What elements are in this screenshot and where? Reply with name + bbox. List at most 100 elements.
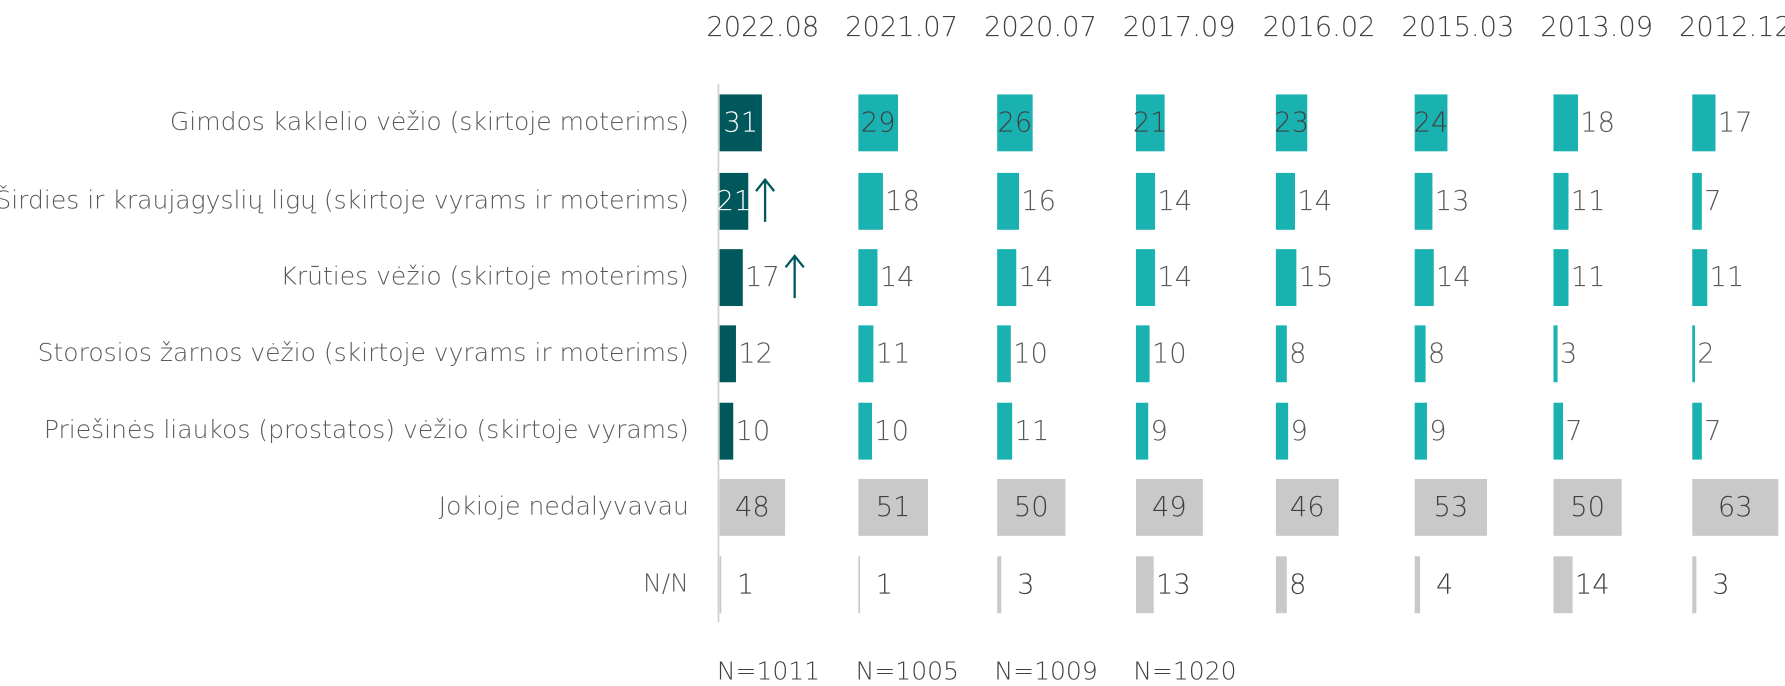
data-label: 11	[876, 338, 911, 369]
bar	[1414, 478, 1488, 536]
bar	[997, 249, 1017, 307]
data-label: 10	[1013, 338, 1048, 369]
bar	[997, 556, 1002, 614]
bar	[1135, 556, 1154, 614]
series-header: 2013.09	[1540, 12, 1653, 43]
bar	[1553, 325, 1558, 383]
increase-arrow	[755, 177, 776, 222]
bar	[1692, 402, 1702, 460]
data-label: 7	[1565, 416, 1582, 447]
data-label: 11	[1710, 262, 1745, 293]
data-label: 1	[737, 569, 754, 600]
data-label: 3	[1560, 338, 1577, 369]
data-label: 14	[1575, 569, 1610, 600]
sample-size: N=1011	[717, 656, 820, 685]
data-label: 9	[1290, 416, 1307, 447]
bar	[858, 478, 928, 536]
bar	[1553, 94, 1579, 152]
bar	[1135, 94, 1165, 152]
data-label: 11	[1571, 262, 1606, 293]
series-header: 2022.08	[706, 12, 819, 43]
bar	[1692, 478, 1779, 536]
bar	[1275, 556, 1287, 614]
data-label: 24	[1414, 108, 1449, 139]
data-label: 8	[1289, 338, 1306, 369]
category-label: Širdies ir kraujagyslių ligų (skirtoje v…	[0, 184, 689, 214]
data-label: 10	[874, 416, 909, 447]
data-label: 14	[1297, 186, 1332, 217]
bar	[1553, 402, 1564, 460]
bar	[719, 325, 736, 383]
data-label: 16	[1021, 186, 1056, 217]
data-label: 11	[1014, 416, 1049, 447]
data-label: 14	[880, 262, 915, 293]
bar	[1135, 325, 1150, 383]
data-label: 31	[723, 108, 758, 139]
bar	[719, 94, 762, 152]
bar	[1692, 94, 1716, 152]
data-label: 4	[1436, 569, 1453, 600]
increase-arrow	[784, 254, 805, 299]
data-label: 63	[1718, 492, 1753, 523]
sample-size: N=1009	[994, 656, 1097, 685]
bar	[1275, 94, 1308, 152]
data-label: 7	[1704, 416, 1721, 447]
bar	[719, 249, 743, 307]
data-label: 10	[1152, 338, 1187, 369]
data-label: 3	[1712, 569, 1729, 600]
data-label: 53	[1433, 492, 1468, 523]
bar	[1275, 249, 1297, 307]
data-label: 14	[1157, 186, 1192, 217]
bar	[1414, 172, 1433, 230]
bar	[1692, 172, 1702, 230]
data-label: 46	[1290, 492, 1325, 523]
bar	[1414, 556, 1421, 614]
category-label: Jokioje nedalyvavau	[439, 491, 689, 520]
data-label: 15	[1299, 262, 1334, 293]
series-header: 2016.02	[1263, 12, 1376, 43]
category-label: Krūties vėžio (skirtoje moterims)	[280, 262, 688, 291]
data-label: 12	[738, 338, 773, 369]
bar	[1275, 478, 1339, 536]
data-label: 23	[1274, 108, 1309, 139]
data-label: 49	[1152, 492, 1187, 523]
data-label: 48	[735, 492, 770, 523]
data-label: 9	[1151, 416, 1168, 447]
series-header: 2021.07	[845, 12, 958, 43]
bar	[1692, 325, 1695, 383]
bar	[858, 249, 878, 307]
data-label: 13	[1156, 569, 1191, 600]
bar	[1414, 325, 1426, 383]
data-label: 11	[1571, 186, 1606, 217]
series-header: 2012.12	[1679, 12, 1785, 43]
data-label: 8	[1289, 569, 1306, 600]
bar	[1553, 249, 1569, 307]
data-label: 2	[1697, 338, 1714, 369]
sample-size: N=1005	[856, 656, 959, 685]
bar	[1553, 478, 1622, 536]
bar	[719, 478, 786, 536]
series-header: 2017.09	[1123, 12, 1236, 43]
bar	[1275, 172, 1295, 230]
category-label: Storosios žarnos vėžio (skirtoje vyrams …	[38, 338, 689, 367]
bar	[1275, 402, 1289, 460]
data-label: 50	[1570, 492, 1605, 523]
bar	[719, 172, 749, 230]
data-label: 18	[885, 186, 920, 217]
data-label: 14	[1436, 262, 1471, 293]
data-label: 50	[1014, 492, 1049, 523]
bar	[997, 325, 1011, 383]
category-label: Gimdos kaklelio vėžio (skirtoje moterims…	[170, 107, 689, 136]
series-header: 2020.07	[984, 12, 1097, 43]
bar	[858, 172, 883, 230]
data-label: 26	[998, 108, 1033, 139]
category-label: Priešinės liaukos (prostatos) vėžio (ski…	[44, 415, 689, 444]
data-label: 18	[1580, 108, 1615, 139]
bar	[1553, 556, 1573, 614]
data-label: 17	[1718, 108, 1753, 139]
data-label: 17	[745, 262, 780, 293]
bar	[1135, 402, 1149, 460]
data-label: 1	[876, 569, 893, 600]
bar	[1692, 249, 1708, 307]
